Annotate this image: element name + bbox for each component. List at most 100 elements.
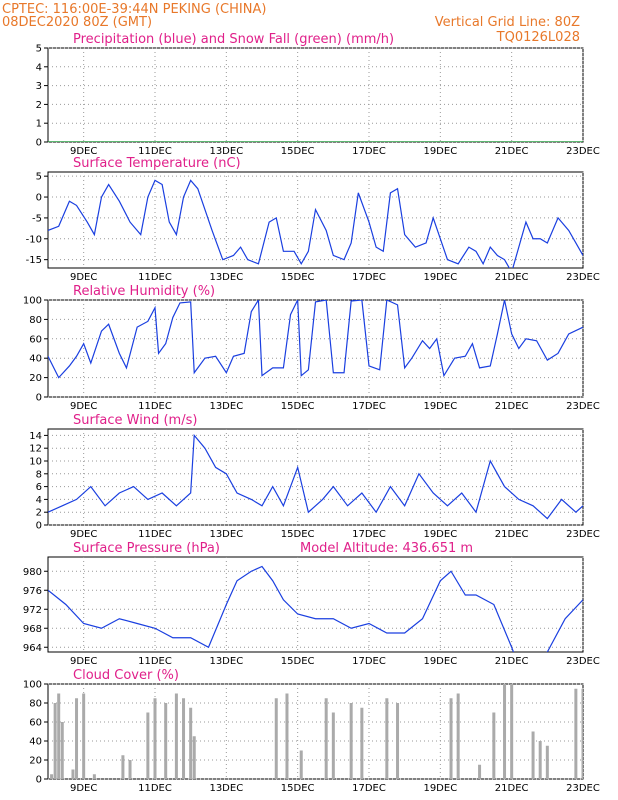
x-tick-label: 13DEC bbox=[209, 656, 243, 667]
panel-temp: 9DEC 11DEC 13DEC 15DEC 17DEC 19DEC 21DEC 23DEC -… bbox=[26, 156, 600, 283]
x-tick-label: 17DEC bbox=[352, 529, 386, 540]
y-tick-label: 1 bbox=[36, 119, 42, 130]
cloud-bar bbox=[192, 736, 196, 779]
x-tick-label: 19DEC bbox=[423, 401, 457, 412]
cloud-bar bbox=[324, 698, 328, 779]
x-tick-label: 19DEC bbox=[423, 656, 457, 667]
x-tick-label: 17DEC bbox=[352, 272, 386, 283]
cloud-bar bbox=[299, 750, 303, 779]
x-tick-label: 15DEC bbox=[281, 783, 315, 794]
y-tick-label: 0 bbox=[36, 138, 42, 149]
data-layer-temp bbox=[48, 179, 583, 268]
cloud-bar bbox=[581, 688, 583, 779]
cloud-bar bbox=[492, 712, 496, 779]
plot-frame bbox=[47, 556, 584, 653]
cloud-bar bbox=[53, 703, 57, 779]
cloud-bar bbox=[349, 703, 353, 779]
x-tick-label: 17DEC bbox=[352, 783, 386, 794]
x-tick-label: 11DEC bbox=[138, 272, 172, 283]
x-tick-label: 15DEC bbox=[281, 401, 315, 412]
cloud-bar bbox=[531, 731, 535, 779]
x-tick-label: 23DEC bbox=[566, 272, 600, 283]
cloud-bar bbox=[189, 707, 193, 779]
cloud-bar bbox=[545, 745, 549, 779]
cloud-bar bbox=[128, 760, 132, 779]
x-tick-label: 11DEC bbox=[138, 401, 172, 412]
panel-title-press: Surface Pressure (hPa) bbox=[73, 541, 220, 556]
y-tick-label: 4 bbox=[36, 62, 42, 73]
panel-title-precip: Precipitation (blue) and Snow Fall (gree… bbox=[73, 32, 394, 47]
x-tick-label: 21DEC bbox=[495, 783, 529, 794]
cloud-bar bbox=[360, 707, 364, 779]
cloud-bar bbox=[449, 698, 453, 779]
data-layer-rh bbox=[48, 300, 583, 379]
x-tick-label: 21DEC bbox=[495, 146, 529, 157]
y-tick-label: 80 bbox=[29, 315, 42, 326]
cloud-bar bbox=[60, 722, 64, 779]
x-tick-label: 23DEC bbox=[566, 656, 600, 667]
cloud-bar bbox=[574, 688, 578, 779]
cloud-bar bbox=[503, 684, 507, 779]
cloud-bar bbox=[92, 774, 96, 779]
x-tick-label: 15DEC bbox=[281, 272, 315, 283]
y-tick-label: 980 bbox=[23, 567, 42, 578]
x-tick-label: 9DEC bbox=[70, 272, 97, 283]
x-tick-label: 13DEC bbox=[209, 272, 243, 283]
series-line-temp-0 bbox=[48, 179, 583, 268]
x-tick-label: 23DEC bbox=[566, 783, 600, 794]
y-tick-label: 8 bbox=[36, 469, 42, 480]
y-tick-label: 976 bbox=[23, 586, 42, 597]
plot-frame bbox=[47, 428, 584, 526]
y-tick-label: 3 bbox=[36, 81, 42, 92]
y-tick-label: 60 bbox=[29, 334, 42, 345]
y-tick-label: 0 bbox=[36, 193, 42, 204]
data-layer-press bbox=[48, 565, 583, 652]
y-tick-label: 6 bbox=[36, 482, 42, 493]
plot-frame bbox=[47, 683, 584, 780]
x-tick-label: 9DEC bbox=[70, 656, 97, 667]
header-grid-line: Vertical Grid Line: 80Z bbox=[435, 15, 580, 30]
x-tick-label: 17DEC bbox=[352, 146, 386, 157]
x-tick-label: 9DEC bbox=[70, 146, 97, 157]
cloud-bar bbox=[164, 703, 168, 779]
panel-precip: 9DEC 11DEC 13DEC 15DEC 17DEC 19DEC 21DEC 23DEC 0… bbox=[36, 32, 600, 157]
cloud-bar bbox=[331, 712, 335, 779]
x-tick-label: 11DEC bbox=[138, 146, 172, 157]
y-tick-label: 60 bbox=[29, 718, 42, 729]
y-tick-label: 80 bbox=[29, 699, 42, 710]
data-layer-wind bbox=[48, 433, 583, 520]
x-tick-label: 13DEC bbox=[209, 529, 243, 540]
cloud-bar bbox=[510, 684, 514, 779]
cloud-bar bbox=[50, 774, 54, 779]
x-tick-label: 23DEC bbox=[566, 401, 600, 412]
x-tick-label: 21DEC bbox=[495, 529, 529, 540]
panel-rh: 9DEC 11DEC 13DEC 15DEC 17DEC 19DEC 21DEC 23DEC 0… bbox=[23, 284, 600, 412]
cloud-bar bbox=[121, 755, 125, 779]
x-tick-label: 13DEC bbox=[209, 401, 243, 412]
panel-cloud: 9DEC 11DEC 13DEC 15DEC 17DEC 19DEC 21DEC 23DEC 0… bbox=[23, 668, 600, 794]
y-tick-label: -5 bbox=[32, 213, 42, 224]
panel-title-cloud: Cloud Cover (%) bbox=[73, 668, 179, 683]
y-tick-label: 2 bbox=[36, 508, 42, 519]
header-code: TQ0126L028 bbox=[496, 30, 580, 45]
y-tick-label: 972 bbox=[23, 605, 42, 616]
x-tick-label: 19DEC bbox=[423, 783, 457, 794]
y-tick-label: 5 bbox=[36, 44, 42, 55]
y-tick-label: 12 bbox=[29, 444, 42, 455]
cloud-bar bbox=[75, 698, 79, 779]
x-tick-label: 11DEC bbox=[138, 656, 172, 667]
plot-frame bbox=[47, 299, 584, 398]
x-tick-label: 21DEC bbox=[495, 401, 529, 412]
x-tick-label: 23DEC bbox=[566, 529, 600, 540]
panel-title-rh: Relative Humidity (%) bbox=[73, 284, 215, 299]
y-tick-label: 4 bbox=[36, 495, 42, 506]
cloud-bar bbox=[146, 712, 150, 779]
y-tick-label: -10 bbox=[26, 234, 42, 245]
x-tick-label: 11DEC bbox=[138, 783, 172, 794]
y-tick-label: 20 bbox=[29, 756, 42, 767]
series-line-press-0 bbox=[48, 565, 583, 652]
y-tick-label: 100 bbox=[23, 680, 42, 691]
panel-title-wind: Surface Wind (m/s) bbox=[73, 413, 197, 428]
x-tick-label: 11DEC bbox=[138, 529, 172, 540]
